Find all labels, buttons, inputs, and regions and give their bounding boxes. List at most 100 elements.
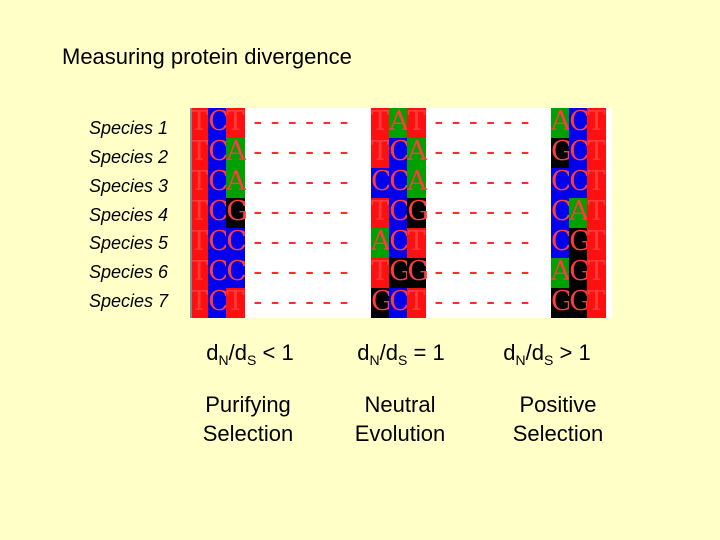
alignment-gap: ------ (250, 197, 354, 227)
alignment-row: T C C A C T C G T ------ ------ (190, 226, 612, 258)
alignment-row: T C A T C A G C T ------ ------ (190, 136, 612, 168)
nucleotide: C (389, 166, 410, 198)
alignment-gap: ------ (431, 107, 535, 137)
label-purifying-selection: Purifying Selection (202, 392, 294, 446)
alignment-gap: ------ (250, 107, 354, 137)
nucleotide: C (208, 226, 229, 258)
alignment-gap: ------ (431, 227, 535, 257)
nucleotide: T (190, 256, 209, 288)
nucleotide: C (226, 256, 248, 288)
species-label: Species 3 (88, 175, 168, 196)
species-labels: Species 1 Species 2 Species 3 Species 4 … (70, 114, 168, 316)
label-neutral-evolution: Neutral Evolution (354, 392, 446, 446)
nucleotide: T (587, 166, 606, 198)
nucleotide: A (389, 106, 409, 138)
alignment-row: T C C T G G A G T ------ ------ (190, 256, 612, 288)
nucleotide: T (226, 106, 245, 138)
nucleotide: T (587, 256, 606, 288)
nucleotide: C (208, 256, 229, 288)
species-label: Species 6 (88, 262, 168, 283)
nucleotide: T (587, 286, 606, 318)
species-label: Species 5 (88, 233, 168, 254)
nucleotide: T (587, 226, 606, 258)
nucleotide: C (208, 106, 229, 138)
nucleotide: C (208, 196, 229, 228)
alignment-row: T C T T A T A C T ------ ------ (190, 106, 612, 138)
slide-title: Measuring protein divergence (62, 44, 352, 69)
nucleotide: A (551, 256, 571, 288)
alignment-gap: ------ (250, 257, 354, 287)
nucleotide: G (569, 226, 591, 258)
nucleotide: C (208, 286, 229, 318)
nucleotide: T (407, 106, 426, 138)
nucleotide: G (569, 286, 591, 318)
nucleotide: A (226, 136, 246, 168)
alignment-gap: ------ (431, 287, 535, 317)
nucleotide: A (407, 166, 427, 198)
alignment-gap: ------ (431, 257, 535, 287)
alignment-gap: ------ (250, 137, 354, 167)
nucleotide: G (551, 286, 573, 318)
nucleotide: G (551, 136, 573, 168)
ratio-positive: dN/dS > 1 (503, 340, 591, 368)
nucleotide: T (587, 106, 606, 138)
nucleotide: C (389, 226, 410, 258)
alignment-gap: ------ (431, 167, 535, 197)
alignment-row: T C T G C T G G T ------ ------ (190, 286, 612, 318)
nucleotide: C (226, 226, 248, 258)
alignment-gap: ------ (250, 287, 354, 317)
sequence-alignment: T C T T A T A C T ------ ------ T C A T C A G C T ------ ----… (190, 106, 612, 318)
alignment-gap: ------ (250, 227, 354, 257)
label-positive-selection: Positive Selection (512, 392, 604, 446)
nucleotide: G (407, 196, 429, 228)
nucleotide: T (587, 196, 606, 228)
nucleotide: T (371, 196, 390, 228)
nucleotide: G (226, 196, 248, 228)
nucleotide: C (551, 166, 572, 198)
nucleotide: T (190, 166, 209, 198)
nucleotide: C (389, 196, 410, 228)
alignment-border (190, 108, 192, 318)
nucleotide: A (551, 106, 571, 138)
species-label: Species 7 (88, 291, 168, 312)
nucleotide: T (190, 196, 209, 228)
nucleotide: G (569, 256, 591, 288)
nucleotide: T (226, 286, 245, 318)
alignment-gap: ------ (250, 167, 354, 197)
nucleotide: A (371, 226, 391, 258)
species-label: Species 2 (88, 146, 168, 167)
nucleotide: T (190, 286, 209, 318)
nucleotide: T (190, 106, 209, 138)
nucleotide: T (407, 226, 426, 258)
alignment-row: T C G T C G C A T ------ ------ (190, 196, 612, 228)
nucleotide: T (371, 256, 390, 288)
nucleotide: T (190, 136, 209, 168)
alignment-row: T C A C C A C C T ------ ------ (190, 166, 612, 198)
nucleotide: C (371, 166, 392, 198)
nucleotide: C (389, 136, 410, 168)
nucleotide: C (208, 166, 229, 198)
nucleotide: G (371, 286, 393, 318)
nucleotide: C (389, 286, 410, 318)
nucleotide: A (407, 136, 427, 168)
nucleotide: C (551, 226, 572, 258)
